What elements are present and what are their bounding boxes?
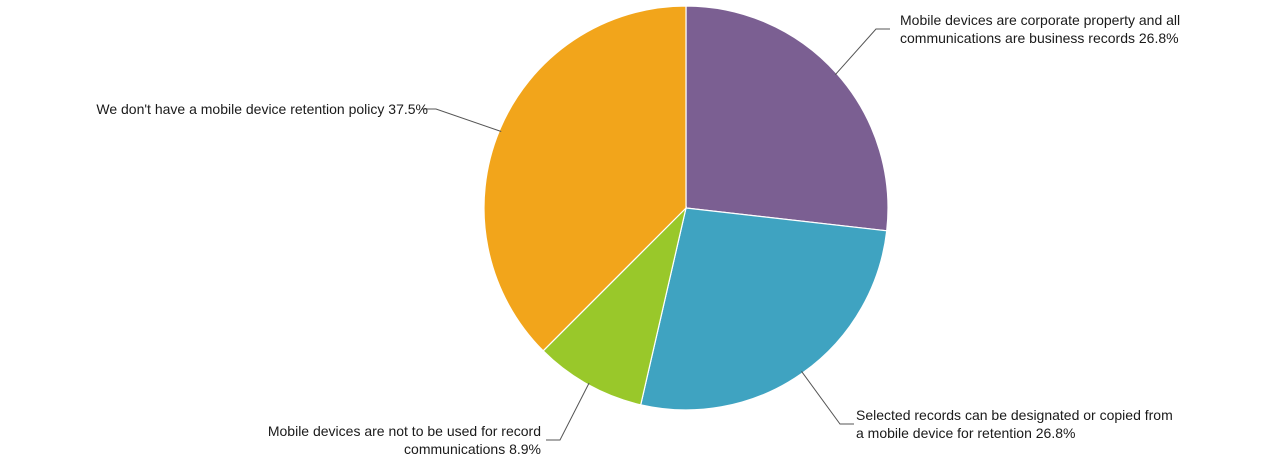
slice-label-4: We don't have a mobile device retention …	[96, 101, 428, 117]
slice-label-line: We don't have a mobile device retention …	[96, 101, 428, 117]
leader-line-3	[546, 382, 590, 441]
leader-lines	[422, 28, 890, 441]
pie-slices	[483, 5, 889, 411]
pie-slice-1	[685, 5, 889, 232]
slice-label-line: Mobile devices are corporate property an…	[900, 12, 1180, 28]
leader-line-4	[422, 108, 502, 132]
slice-label-3: Mobile devices are not to be used for re…	[268, 423, 541, 457]
slice-label-line: a mobile device for retention 26.8%	[856, 425, 1075, 441]
slice-label-line: communications 8.9%	[404, 441, 541, 457]
leader-line-1	[834, 28, 890, 76]
slice-label-1: Mobile devices are corporate property an…	[900, 12, 1180, 46]
slice-label-line: Mobile devices are not to be used for re…	[268, 423, 541, 439]
slice-label-line: communications are business records 26.8…	[900, 30, 1179, 46]
slice-label-2: Selected records can be designated or co…	[856, 407, 1173, 441]
slice-labels: Mobile devices are corporate property an…	[96, 12, 1180, 457]
slice-label-line: Selected records can be designated or co…	[856, 407, 1173, 423]
leader-line-2	[801, 371, 854, 425]
